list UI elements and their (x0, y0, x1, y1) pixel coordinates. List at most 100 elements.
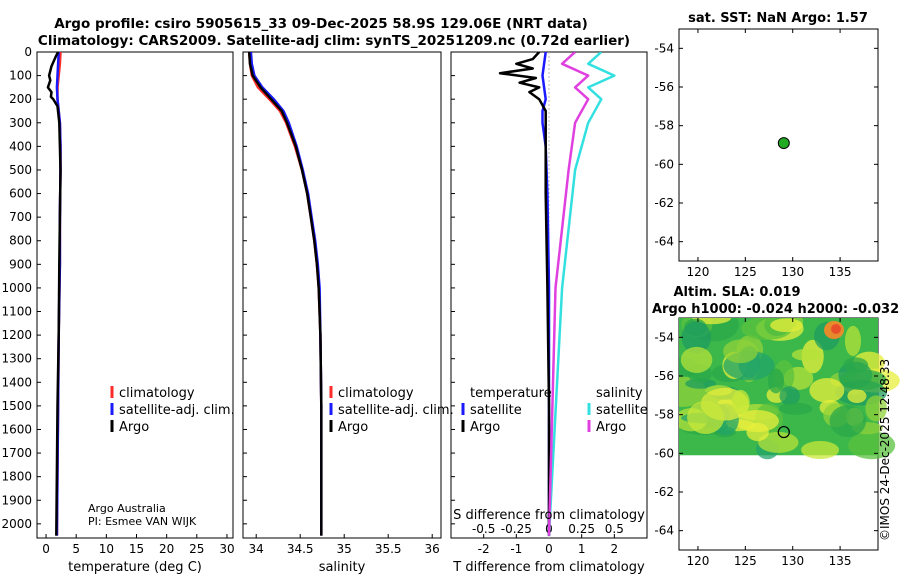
difference-xtick-label: 1 (578, 542, 586, 556)
legend-label-satellite: satellite-adj. clim. (338, 403, 454, 418)
depth-tick-label: 2000 (1, 517, 32, 531)
sst_map-ytick-label: -62 (654, 196, 674, 210)
credit-line-1: Argo Australia (88, 502, 166, 515)
temperature-xtick-label: 5 (72, 542, 80, 556)
depth-tick-label: 0 (24, 45, 32, 59)
sla-argo-marker (777, 425, 790, 439)
legend-label-s-satellite: satellite (596, 403, 648, 418)
sla-blob (865, 395, 887, 422)
sla-blob (778, 402, 813, 415)
depth-tick-label: 900 (9, 257, 32, 271)
sst_map-xtick-label: 135 (829, 265, 852, 279)
salinity-series-argo (247, 52, 323, 536)
sla_map-xtick-label: 120 (686, 554, 709, 568)
salinity-xlabel: salinity (319, 560, 366, 575)
depth-tick-label: 1800 (1, 470, 32, 484)
temperature-xtick-label: 15 (129, 542, 144, 556)
depth-tick-label: 1900 (1, 493, 32, 507)
sla_map-ytick-label: -64 (654, 524, 674, 538)
legend-label-s-argo: Argo (596, 420, 626, 435)
sst_map-xtick-label: 120 (686, 265, 709, 279)
sla-blob (746, 422, 769, 442)
sla-blob (680, 346, 713, 373)
salinity-xtick-label: 34.5 (287, 542, 314, 556)
depth-tick-label: 400 (9, 139, 32, 153)
depth-tick-label: 1700 (1, 446, 32, 460)
difference-series-s-satellite (547, 52, 616, 536)
depth-tick-label: 1000 (1, 281, 32, 295)
sla-blob (770, 318, 803, 333)
depth-tick-label: 1300 (1, 352, 32, 366)
depth-tick-label: 1100 (1, 305, 32, 319)
salinity-xtick-label: 35.5 (375, 542, 402, 556)
difference-xtick-label: -2 (478, 542, 490, 556)
sst_map-ytick-label: -56 (654, 80, 674, 94)
sla_map-ytick-label: -56 (654, 369, 674, 383)
depth-tick-label: 800 (9, 234, 32, 248)
depth-tick-label: 600 (9, 187, 32, 201)
sst_map-xtick-label: 125 (734, 265, 757, 279)
sla-blob (829, 405, 867, 438)
difference-s-xtick-label: 0.25 (568, 522, 595, 536)
temperature-xtick-label: 20 (159, 542, 174, 556)
sla-blob (687, 400, 725, 434)
sla_map-ytick-label: -54 (654, 330, 674, 344)
sst-argo-marker (777, 137, 790, 150)
difference-xtick-label: 2 (611, 542, 619, 556)
sla-blob (681, 321, 712, 354)
sla_map-ytick-label: -58 (654, 408, 674, 422)
legend-label-satellite: satellite-adj. clim. (119, 403, 235, 418)
sla-blob (843, 357, 869, 374)
title-line-1: Argo profile: csiro 5905615_33 09-Dec-20… (54, 16, 588, 32)
temperature-series-argo (46, 52, 62, 536)
depth-tick-label: 300 (9, 116, 32, 130)
title-line-2: Climatology: CARS2009. Satellite-adj cli… (38, 33, 630, 49)
difference-series-s-argo (547, 52, 590, 536)
legend-label-t-satellite: satellite (470, 403, 522, 418)
depth-tick-label: 200 (9, 92, 32, 106)
difference-xtick-label: -1 (510, 542, 522, 556)
sla-blob (791, 348, 821, 361)
sst_map-ytick-label: -58 (654, 119, 674, 133)
depth-tick-label: 1500 (1, 399, 32, 413)
difference-xlabel: T difference from climatology (452, 560, 645, 575)
sla_map-xtick-label: 130 (781, 554, 804, 568)
temperature-axes (36, 51, 234, 539)
sla-map-title-1: Altim. SLA: 0.019 (674, 285, 801, 300)
depth-tick-label: 1600 (1, 422, 32, 436)
sla_map-ytick-label: -60 (654, 446, 674, 460)
sla-blob (767, 368, 785, 394)
sla-blob (844, 325, 862, 357)
salinity-xtick-label: 35 (337, 542, 352, 556)
depth-tick-label: 500 (9, 163, 32, 177)
legend-label-t-argo: Argo (470, 420, 500, 435)
depth-tick-label: 1400 (1, 375, 32, 389)
difference-s-xtick-label: -0.25 (501, 522, 532, 536)
difference-legend: temperature salinity satellite Argo sate… (461, 386, 648, 435)
sla-blob (731, 389, 750, 416)
imos-watermark: ©IMOS 24-Dec-2025 12:48:33 (878, 359, 892, 541)
credit-line-2: PI: Esmee VAN WIJK (88, 515, 197, 528)
temperature-xtick-label: 10 (99, 542, 114, 556)
sla-blob (758, 431, 799, 453)
sst_map-xtick-label: 130 (781, 265, 804, 279)
sla-blob (779, 386, 800, 406)
sla-blob (734, 410, 779, 433)
depth-tick-label: 100 (9, 69, 32, 83)
depth-tick-label: 1200 (1, 328, 32, 342)
temperature-xtick-label: 25 (189, 542, 204, 556)
temperature-xtick-label: 0 (42, 542, 50, 556)
salinity-legend: climatology satellite-adj. clim. Argo (329, 386, 454, 435)
difference-xtick-label: 0 (545, 542, 553, 556)
s-difference-label: S difference from climatology (453, 508, 645, 523)
sla_map-xtick-label: 135 (829, 554, 852, 568)
legend-label-argo: Argo (119, 420, 149, 435)
sla_map-xtick-label: 125 (734, 554, 757, 568)
depth-tick-label: 700 (9, 210, 32, 224)
sst_map-ytick-label: -64 (654, 235, 674, 249)
sla-high-core (831, 324, 841, 334)
sst_map-ytick-label: -60 (654, 157, 674, 171)
legend-title-temperature: temperature (470, 386, 552, 401)
sla-blob (809, 378, 845, 403)
